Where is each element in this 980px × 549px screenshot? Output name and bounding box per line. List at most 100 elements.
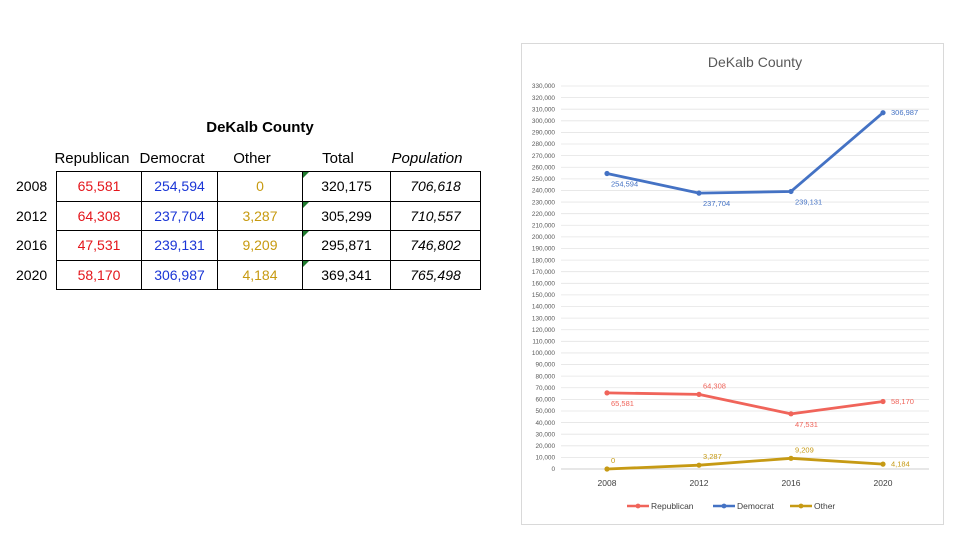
cell-democrat: 237,704 <box>141 200 218 231</box>
cell-population: 706,618 <box>390 171 481 202</box>
y-tick-label: 300,000 <box>532 118 556 125</box>
data-point-democrat <box>604 170 610 177</box>
series-line-republican <box>606 391 884 416</box>
x-tick-label: 2016 <box>782 478 801 488</box>
y-tick-label: 200,000 <box>532 234 556 241</box>
data-label-democrat: 306,987 <box>891 108 918 117</box>
legend-label-democrat: Democrat <box>737 501 774 511</box>
data-label-republican: 64,308 <box>703 381 726 390</box>
y-tick-label: 320,000 <box>532 95 556 102</box>
y-tick-label: 170,000 <box>532 269 556 276</box>
y-tick-label: 70,000 <box>535 385 555 392</box>
row-year: 2016 <box>16 237 48 254</box>
y-tick-label: 150,000 <box>532 292 556 299</box>
data-point-other <box>880 461 886 467</box>
y-tick-label: 40,000 <box>535 420 555 427</box>
cell-other: 4,184 <box>217 259 303 290</box>
cell-total: 320,175 <box>302 171 391 202</box>
data-label-other: 3,287 <box>703 452 722 461</box>
data-label-other: 0 <box>611 456 615 465</box>
y-tick-label: 240,000 <box>532 188 556 195</box>
data-label-democrat: 237,704 <box>703 199 730 208</box>
y-tick-label: 0 <box>551 466 555 473</box>
y-tick-label: 190,000 <box>532 246 556 253</box>
cell-republican: 64,308 <box>56 200 142 231</box>
y-tick-label: 310,000 <box>532 106 556 113</box>
x-tick-label: 2020 <box>874 478 893 488</box>
header-democrat: Democrat <box>139 150 205 167</box>
cell-total: 369,341 <box>302 259 391 290</box>
row-year: 2008 <box>16 178 48 195</box>
cell-population: 746,802 <box>390 230 481 261</box>
y-tick-label: 180,000 <box>532 257 556 264</box>
y-tick-label: 210,000 <box>532 222 556 229</box>
cell-democrat: 306,987 <box>141 259 218 290</box>
data-label-democrat: 254,594 <box>611 180 638 189</box>
data-point-other <box>696 462 702 468</box>
table-row: 2020 58,170 306,987 4,184 369,341 765,49… <box>10 259 481 290</box>
legend-marker-other <box>798 503 804 509</box>
cell-democrat: 254,594 <box>141 171 218 202</box>
y-tick-label: 20,000 <box>535 443 555 450</box>
chart-title: DeKalb County <box>708 54 802 70</box>
cell-population: 765,498 <box>390 259 481 290</box>
data-label-other: 9,209 <box>795 445 814 454</box>
y-tick-label: 120,000 <box>532 327 556 334</box>
legend-marker-democrat <box>721 503 727 509</box>
legend-label-republican: Republican <box>651 501 694 511</box>
cell-population: 710,557 <box>390 200 481 231</box>
cell-total: 295,871 <box>302 230 391 261</box>
y-tick-label: 250,000 <box>532 176 556 183</box>
y-tick-label: 290,000 <box>532 130 556 137</box>
data-label-republican: 58,170 <box>891 397 914 406</box>
data-point-other <box>788 455 794 461</box>
y-tick-label: 280,000 <box>532 141 556 148</box>
y-tick-label: 330,000 <box>532 83 556 90</box>
data-point-other <box>604 466 610 472</box>
y-tick-label: 80,000 <box>535 373 555 380</box>
chart-area <box>521 43 944 525</box>
cell-republican: 58,170 <box>56 259 142 290</box>
legend-marker-republican <box>635 503 641 509</box>
cell-democrat: 239,131 <box>141 230 218 261</box>
data-point-republican <box>788 411 794 417</box>
y-tick-label: 230,000 <box>532 199 556 206</box>
table-row: 2012 64,308 237,704 3,287 305,299 710,55… <box>10 200 481 231</box>
row-year: 2020 <box>16 266 48 283</box>
y-tick-label: 10,000 <box>535 455 555 462</box>
data-label-republican: 47,531 <box>795 420 818 429</box>
header-republican: Republican <box>54 150 130 167</box>
y-tick-label: 140,000 <box>532 304 556 311</box>
header-other: Other <box>233 150 271 167</box>
y-tick-label: 130,000 <box>532 315 556 322</box>
x-tick-label: 2008 <box>598 478 617 488</box>
data-point-republican <box>604 390 610 396</box>
x-tick-label: 2012 <box>690 478 709 488</box>
cell-other: 3,287 <box>217 200 303 231</box>
data-point-republican <box>696 391 702 397</box>
y-tick-label: 220,000 <box>532 211 556 218</box>
data-label-other: 4,184 <box>891 460 910 469</box>
cell-other: 9,209 <box>217 230 303 261</box>
y-tick-label: 30,000 <box>535 431 555 438</box>
y-tick-label: 90,000 <box>535 362 555 369</box>
results-table: 2008 65,581 254,594 0 320,175 706,618 20… <box>10 171 481 290</box>
y-tick-label: 110,000 <box>532 339 555 346</box>
data-point-democrat <box>880 110 886 116</box>
cell-republican: 47,531 <box>56 230 142 261</box>
y-tick-label: 50,000 <box>535 408 555 415</box>
row-year: 2012 <box>16 207 48 224</box>
table-row: 2016 47,531 239,131 9,209 295,871 746,80… <box>10 230 481 261</box>
table-title: DeKalb County <box>206 119 314 136</box>
header-population: Population <box>391 150 463 167</box>
legend-label-other: Other <box>814 501 835 511</box>
series-line-other <box>606 456 884 471</box>
y-tick-label: 100,000 <box>532 350 556 357</box>
data-label-democrat: 239,131 <box>795 197 822 206</box>
data-label-republican: 65,581 <box>611 399 634 408</box>
data-point-democrat <box>788 188 794 195</box>
y-tick-label: 270,000 <box>532 153 556 160</box>
y-tick-label: 260,000 <box>532 164 556 171</box>
y-tick-label: 160,000 <box>532 281 556 288</box>
